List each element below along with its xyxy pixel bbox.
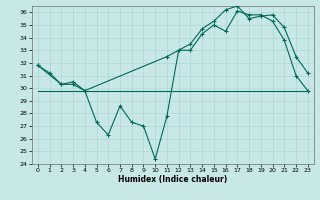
X-axis label: Humidex (Indice chaleur): Humidex (Indice chaleur) [118,175,228,184]
